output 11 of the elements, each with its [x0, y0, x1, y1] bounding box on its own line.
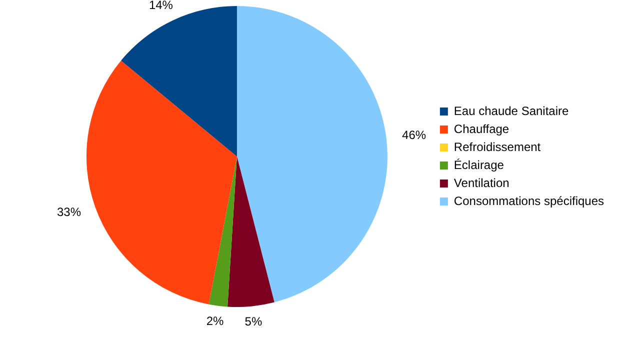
data-label: 5% [244, 314, 262, 329]
legend-label: Consommations spécifiques [454, 194, 604, 208]
data-label: 14% [148, 0, 174, 12]
data-label: 46% [402, 128, 426, 142]
legend-label: Chauffage [454, 122, 510, 136]
data-label: 33% [56, 205, 82, 220]
legend-label: Ventilation [454, 176, 510, 190]
legend-label: Éclairage [454, 158, 504, 172]
legend-label: Refroidissement [454, 140, 542, 154]
data-label: 2% [206, 314, 224, 328]
legend-label: Eau chaude Sanitaire [454, 104, 570, 118]
